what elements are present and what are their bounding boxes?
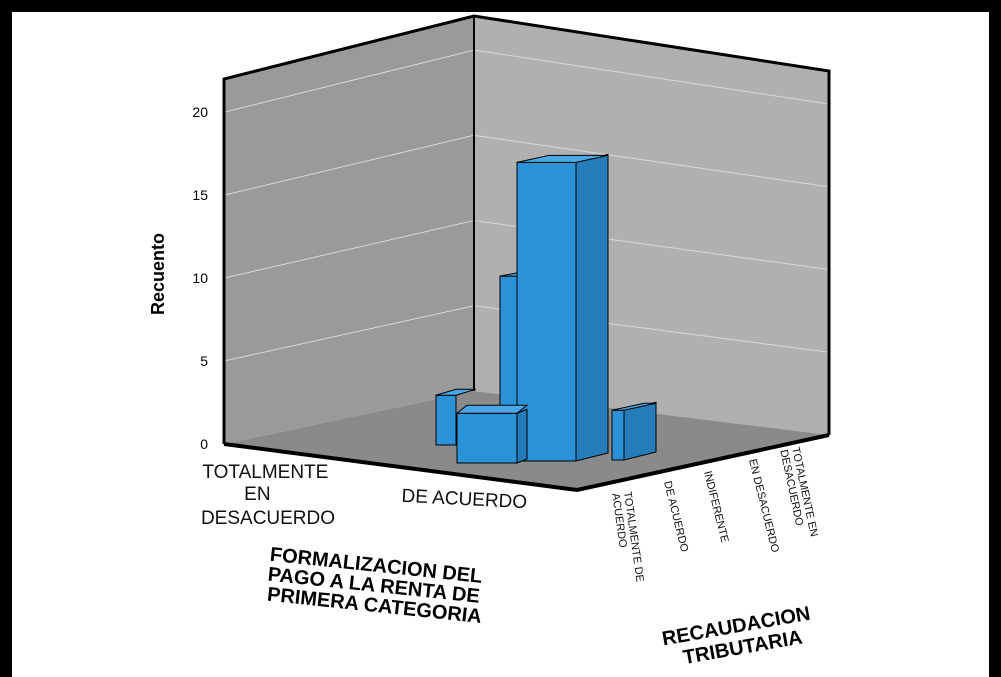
chart-frame: 0 5 10 15 20 Recuento TOTALMENTE EN DESACUER… <box>12 12 989 677</box>
x-category-2: DE ACUERDO <box>401 486 528 514</box>
bar-side <box>623 401 657 461</box>
z-category-3: INDIFERENTE <box>701 470 730 544</box>
left-wall <box>224 16 474 444</box>
bar-top <box>455 404 529 414</box>
y-axis-ticks: 0 5 10 15 20 <box>192 104 208 452</box>
y-tick-label: 0 <box>200 436 208 452</box>
z-category-5: TOTALMENTE EN DESACUERDO <box>777 446 820 543</box>
bar-top <box>435 388 477 396</box>
bar <box>455 404 529 464</box>
x-category-1: TOTALMENTE EN DESACUERDO <box>201 462 335 529</box>
bar-side <box>575 153 609 462</box>
y-tick-label: 20 <box>192 104 208 120</box>
svg-text:RECAUDACION TRIBUTARIA: RECAUDACION TRIBUTARIA <box>660 602 821 672</box>
z-category-1: TOTALMENTE DE ACUERDO <box>609 491 646 588</box>
bar-front <box>435 394 457 446</box>
bar <box>611 401 657 461</box>
bar-top <box>611 402 657 411</box>
bar-front <box>611 409 625 461</box>
y-tick-label: 5 <box>200 353 208 369</box>
bars <box>435 153 657 464</box>
chart-3d-bar: 0 5 10 15 20 Recuento TOTALMENTE EN DESACUER… <box>148 14 831 672</box>
z-category-2: DE ACUERDO <box>661 480 690 554</box>
z-axis-title: RECAUDACION TRIBUTARIA <box>660 602 821 672</box>
y-tick-label: 15 <box>192 187 208 203</box>
bar <box>435 388 477 446</box>
bar-side <box>516 408 528 464</box>
box-edges <box>222 14 831 493</box>
y-tick-label: 10 <box>192 270 208 286</box>
y-axis-label: Recuento <box>148 233 168 315</box>
z-category-4: EN DESACUERDO <box>746 458 781 554</box>
bar <box>516 153 609 462</box>
bar-front <box>456 412 518 464</box>
bar-top <box>516 154 609 163</box>
svg-text:FORMALIZACION DEL PAGO: FORMALIZACION DEL PAGO A LA RENTA DE PRI… <box>265 544 489 629</box>
x-axis-title: FORMALIZACION DEL PAGO A LA RENTA DE PRI… <box>265 544 489 629</box>
